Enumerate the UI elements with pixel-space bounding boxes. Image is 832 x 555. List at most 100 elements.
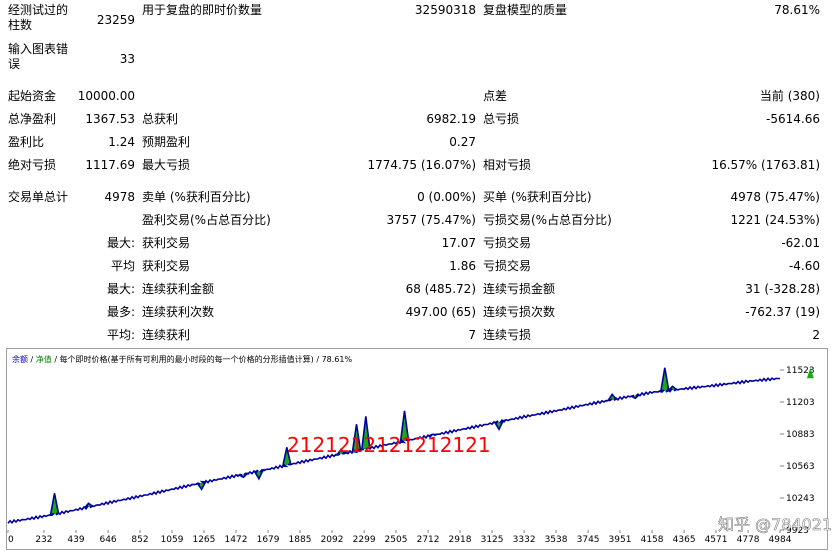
x-tick-label-12: 2505 — [385, 535, 408, 545]
report-value2-4: 0.27 — [449, 135, 476, 149]
report-value3-12: 2 — [812, 328, 820, 342]
balance-series-line — [7, 367, 781, 525]
report-value3-11: -762.37 (19) — [745, 305, 820, 319]
equity-spike-9 — [401, 410, 409, 442]
x-tick-label-20: 4158 — [641, 535, 664, 545]
report-label3-5: 相对亏损 — [483, 158, 532, 172]
report-label-6: 交易单总计 — [8, 190, 69, 204]
x-tick-label-16: 3332 — [513, 535, 536, 545]
report-label-2: 起始资金 — [8, 89, 57, 103]
report-value-9: 平均 — [110, 259, 135, 273]
report-label3-0: 复盘模型的质量 — [483, 3, 568, 17]
legend-balance: 余额 — [12, 354, 28, 364]
x-tick-label-18: 3745 — [577, 535, 600, 545]
x-tick-label-7: 1472 — [225, 535, 248, 545]
report-value-0: 23259 — [96, 13, 135, 27]
report-label3-10: 连续亏损金额 — [483, 282, 556, 296]
report-label2-5: 最大亏损 — [142, 158, 191, 172]
x-tick-label-8: 1679 — [257, 535, 280, 545]
y-tick-label-0: 11523 — [786, 366, 815, 376]
y-tick-label-2: 10883 — [786, 430, 815, 440]
legend-equity: 净值 — [36, 354, 52, 364]
watermark-text: 知乎 @784021 — [718, 515, 832, 534]
report-value2-8: 17.07 — [441, 236, 476, 250]
legend-sep: / — [28, 355, 36, 364]
chart-legend: 余额 / 净值 / 每个即时价格(基于所有可利用的最小时段的每一个价格的分形插值… — [12, 354, 352, 364]
report-label2-7: 盈利交易(%占总百分比) — [142, 213, 271, 227]
x-tick-label-9: 1885 — [289, 535, 312, 545]
report-label2-9: 获利交易 — [142, 259, 191, 273]
report-value2-11: 497.00 (65) — [405, 305, 476, 319]
balance-chart-frame — [6, 348, 828, 550]
x-tick-label-21: 4365 — [673, 535, 696, 545]
report-label3-7: 亏损交易(%占总百分比) — [483, 213, 612, 227]
report-value-12: 平均: — [106, 328, 135, 342]
x-tick-label-19: 3951 — [609, 535, 632, 545]
report-value3-6: 4978 (75.47%) — [730, 190, 820, 204]
x-tick-label-24: 4984 — [769, 535, 792, 545]
report-label-0: 经测试过的柱数 — [8, 3, 69, 32]
x-tick-label-11: 2299 — [353, 535, 376, 545]
x-tick-label-15: 3125 — [481, 535, 504, 545]
x-tick-label-1: 232 — [35, 535, 52, 545]
equity-spike-14 — [661, 367, 669, 392]
report-label3-3: 总亏损 — [483, 112, 520, 126]
report-value-8: 最大: — [106, 236, 135, 250]
report-label3-12: 连续亏损 — [483, 328, 532, 342]
report-label-1: 输入图表错误 — [8, 42, 69, 71]
report-label2-3: 总获利 — [142, 112, 179, 126]
x-tick-label-22: 4571 — [705, 535, 728, 545]
x-tick-label-23: 4778 — [737, 535, 760, 545]
report-value-2: 10000.00 — [77, 89, 135, 103]
report-label2-11: 连续获利次数 — [142, 305, 215, 319]
report-value2-6: 0 (0.00%) — [417, 190, 476, 204]
report-label2-10: 连续获利金额 — [142, 282, 215, 296]
report-value-11: 最多: — [106, 305, 135, 319]
equity-spike-0 — [50, 493, 58, 515]
y-tick-label-5: 9923 — [786, 526, 809, 536]
report-label2-0: 用于复盘的即时价数量 — [142, 3, 263, 17]
report-value3-5: 16.57% (1763.81) — [711, 158, 820, 172]
report-value2-7: 3757 (75.47%) — [386, 213, 476, 227]
report-label-3: 总净盈利 — [8, 112, 57, 126]
x-tick-label-13: 2712 — [417, 535, 440, 545]
report-value3-3: -5614.66 — [766, 112, 820, 126]
x-tick-label-0: 0 — [8, 535, 14, 545]
report-value2-5: 1774.75 (16.07%) — [367, 158, 476, 172]
x-tick-label-5: 1059 — [161, 535, 184, 545]
report-label3-8: 亏损交易 — [483, 236, 532, 250]
equity-spike-16 — [806, 367, 814, 379]
report-value2-3: 6982.19 — [426, 112, 476, 126]
x-tick-label-14: 2918 — [449, 535, 472, 545]
equity-spike-5 — [283, 447, 291, 466]
x-tick-label-10: 2092 — [321, 535, 344, 545]
report-label2-8: 获利交易 — [142, 236, 191, 250]
x-tick-label-4: 852 — [131, 535, 148, 545]
report-value2-10: 68 (485.72) — [405, 282, 476, 296]
report-value-10: 最大: — [106, 282, 135, 296]
report-label3-11: 连续亏损次数 — [483, 305, 556, 319]
legend-rest: / 每个即时价格(基于所有可利用的最小时段的每一个价格的分形插值计算) / 78… — [52, 354, 353, 364]
x-tick-label-3: 646 — [99, 535, 116, 545]
report-value2-12: 7 — [468, 328, 476, 342]
x-tick-label-2: 439 — [67, 535, 84, 545]
y-tick-label-4: 10243 — [786, 494, 815, 504]
report-value2-0: 32590318 — [414, 3, 476, 17]
report-label-5: 绝对亏损 — [8, 158, 57, 172]
report-value3-2: 当前 (380) — [759, 89, 820, 103]
report-label2-6: 卖单 (%获利百分比) — [142, 190, 251, 204]
overlay-text: 2121212121212121 — [287, 433, 491, 457]
report-label2-12: 连续获利 — [142, 328, 191, 342]
report-value-4: 1.24 — [108, 135, 135, 149]
report-label2-4: 预期盈利 — [142, 135, 191, 149]
report-value3-8: -62.01 — [781, 236, 820, 250]
report-value-3: 1367.53 — [85, 112, 135, 126]
x-tick-label-17: 3538 — [545, 535, 568, 545]
report-value-5: 1117.69 — [85, 158, 135, 172]
report-value2-9: 1.86 — [449, 259, 476, 273]
report-label3-9: 亏损交易 — [483, 259, 532, 273]
report-label3-2: 点差 — [483, 89, 508, 103]
report-value3-10: 31 (-328.28) — [745, 282, 820, 296]
report-value-6: 4978 — [104, 190, 135, 204]
